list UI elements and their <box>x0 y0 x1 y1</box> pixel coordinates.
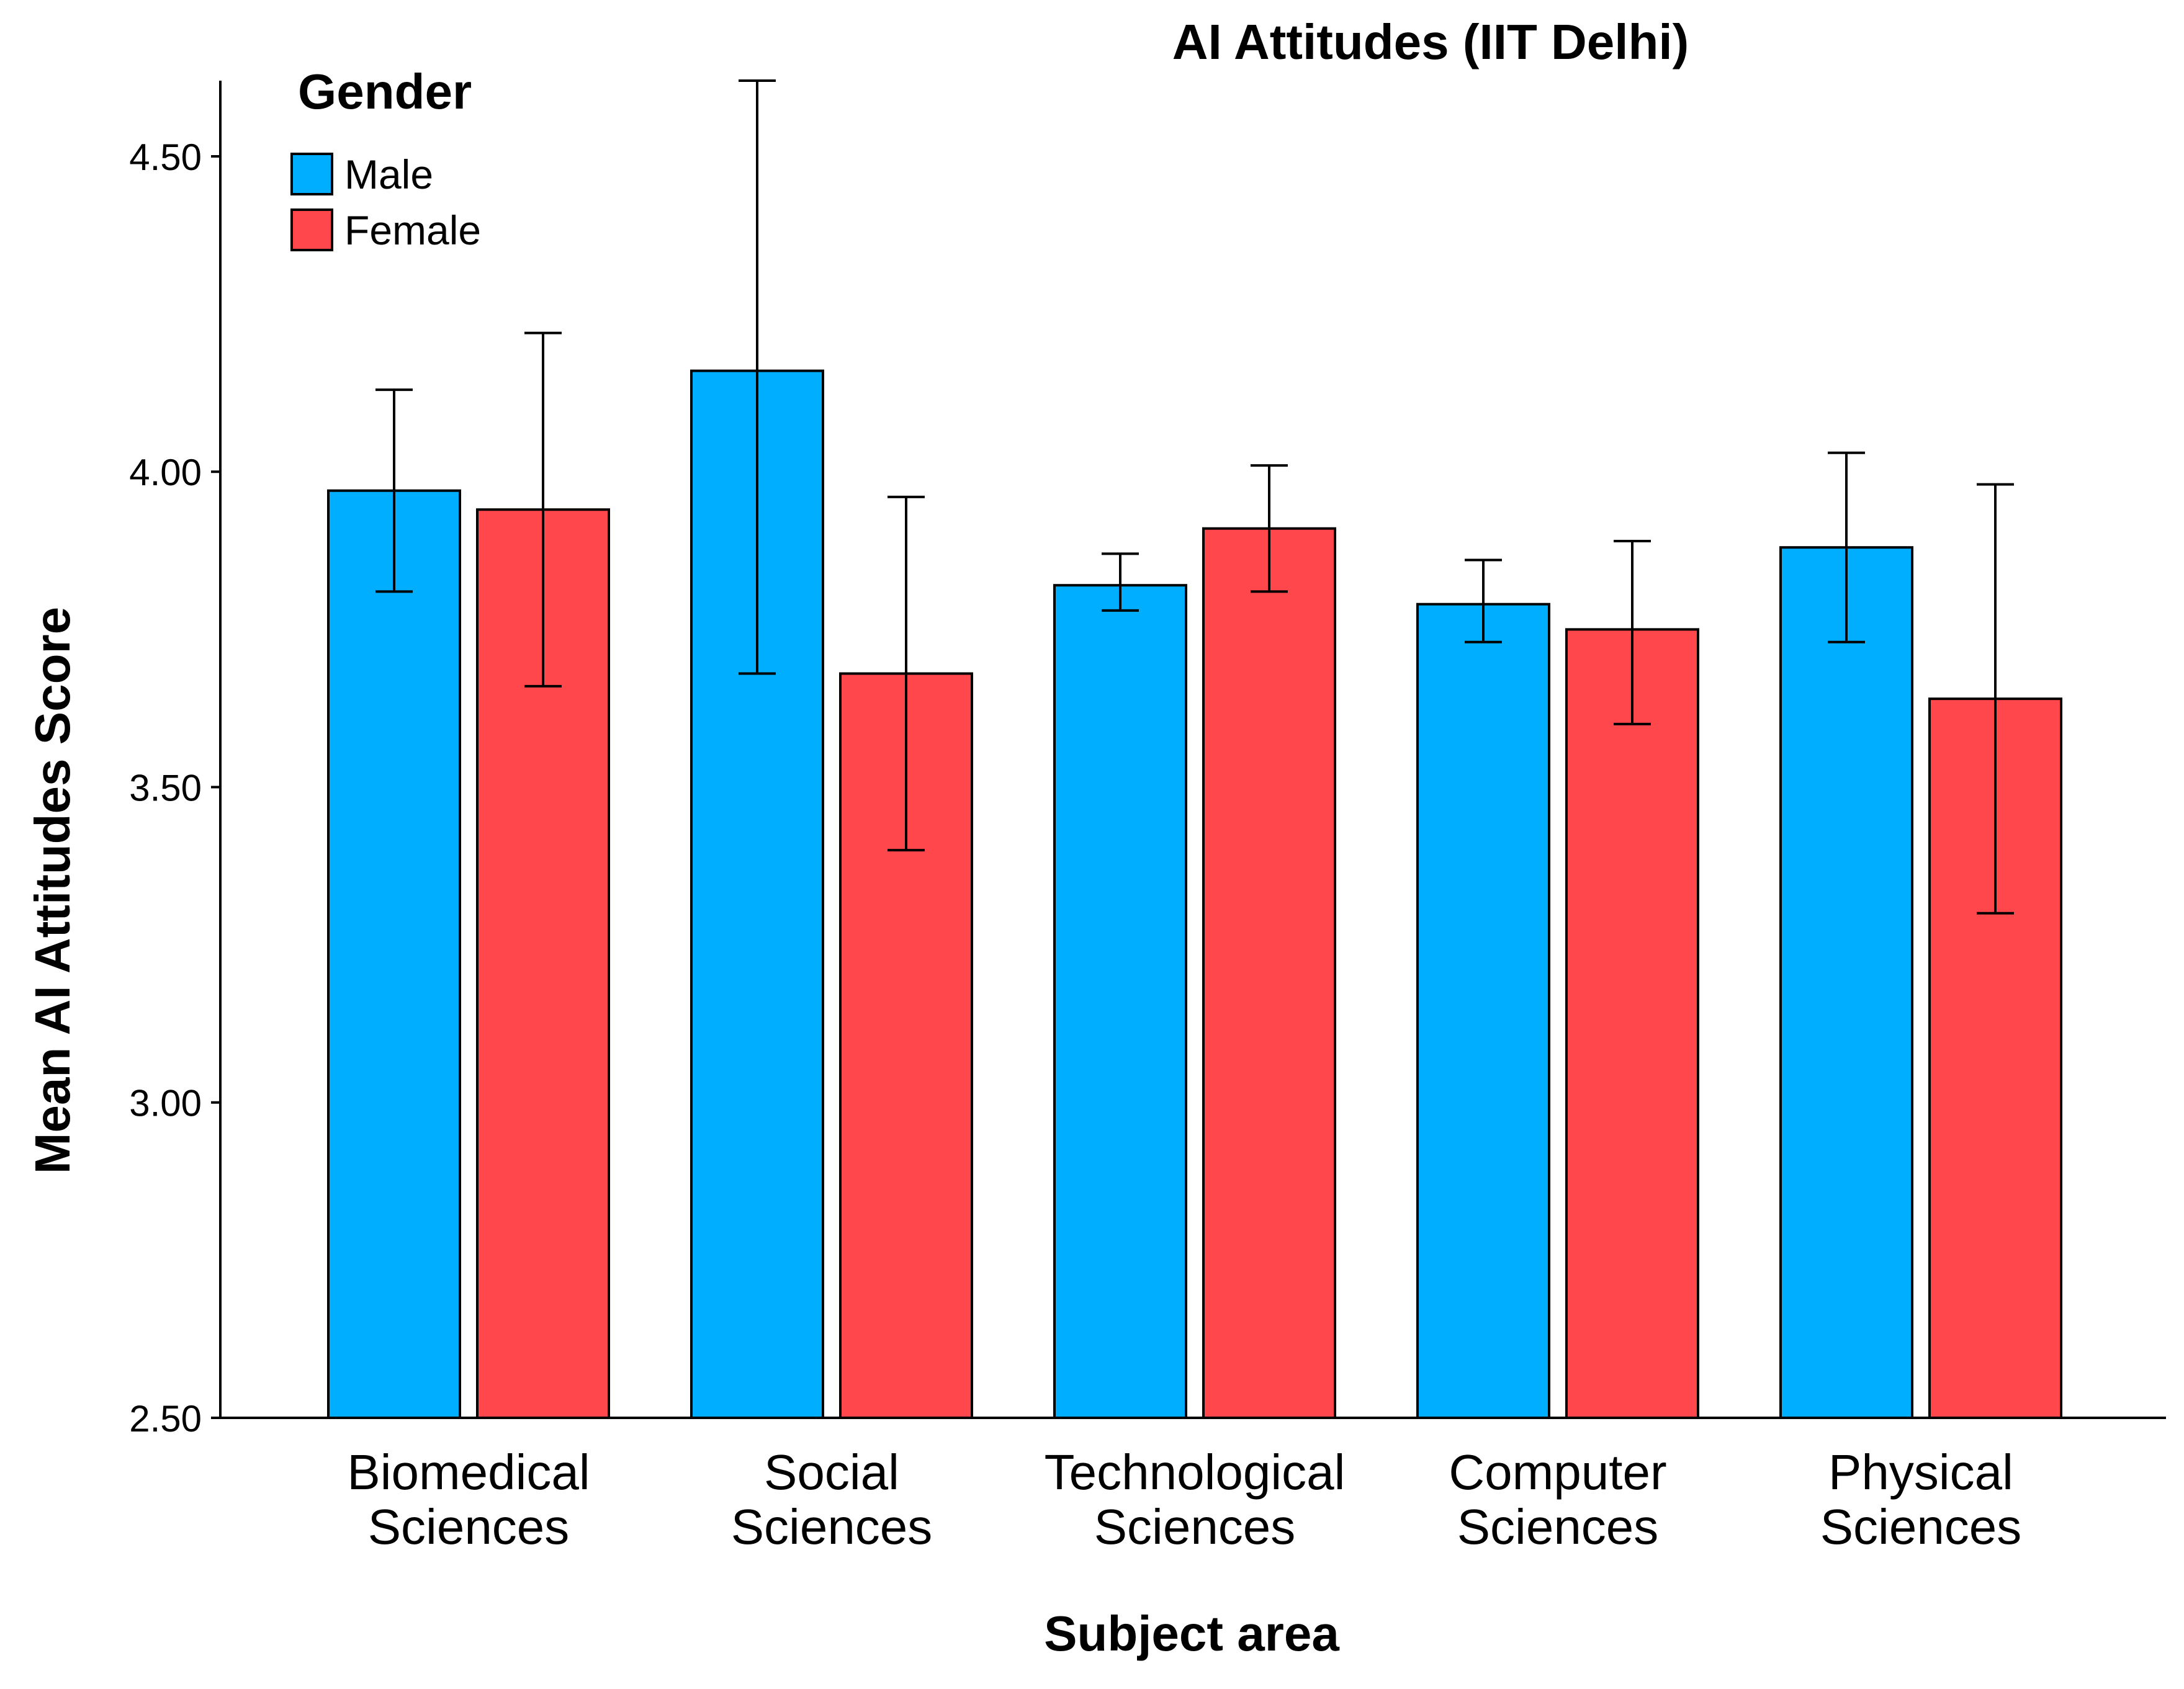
x-tick-label: Physical <box>1828 1445 2013 1500</box>
x-axis-tick-labels: BiomedicalSciencesSocialSciencesTechnolo… <box>347 1445 2021 1554</box>
legend: Gender Male Female <box>290 64 481 253</box>
legend-swatch-male <box>290 153 333 195</box>
y-tick-label: 4.50 <box>129 137 202 178</box>
y-axis-label: Mean AI Attitudes Score <box>25 607 80 1174</box>
chart-title: AI Attitudes (IIT Delhi) <box>1172 14 1689 69</box>
x-tick-label: Sciences <box>1094 1499 1296 1554</box>
y-tick-label: 4.00 <box>129 452 202 493</box>
legend-title: Gender <box>298 64 472 119</box>
x-tick-label: Sciences <box>368 1499 570 1554</box>
x-tick-label: Biomedical <box>347 1445 590 1500</box>
x-tick-label: Computer <box>1449 1445 1666 1500</box>
bar-male-4 <box>1779 546 1913 1419</box>
bar-female-2 <box>1202 527 1336 1419</box>
x-axis-label: Subject area <box>1044 1606 1339 1661</box>
legend-label-female: Female <box>344 207 481 253</box>
bar-male-0 <box>327 489 461 1420</box>
bars <box>327 369 2062 1420</box>
bar-female-3 <box>1565 628 1699 1420</box>
bar-male-2 <box>1053 584 1187 1419</box>
error-bars <box>375 79 2014 915</box>
y-axis-ticks: 2.50 3.00 3.50 4.00 4.50 <box>129 137 220 1440</box>
bar-male-3 <box>1416 603 1550 1419</box>
y-tick-label: 3.00 <box>129 1083 202 1124</box>
legend-label-male: Male <box>344 151 433 197</box>
x-tick-label: Sciences <box>731 1499 933 1554</box>
x-tick-label: Technological <box>1045 1445 1346 1500</box>
y-tick-label: 2.50 <box>129 1398 202 1440</box>
y-tick-label: 3.50 <box>129 767 202 809</box>
legend-swatch-female <box>290 208 333 251</box>
x-tick-label: Social <box>764 1445 899 1500</box>
x-tick-label: Sciences <box>1457 1499 1659 1554</box>
x-tick-label: Sciences <box>1820 1499 2022 1554</box>
